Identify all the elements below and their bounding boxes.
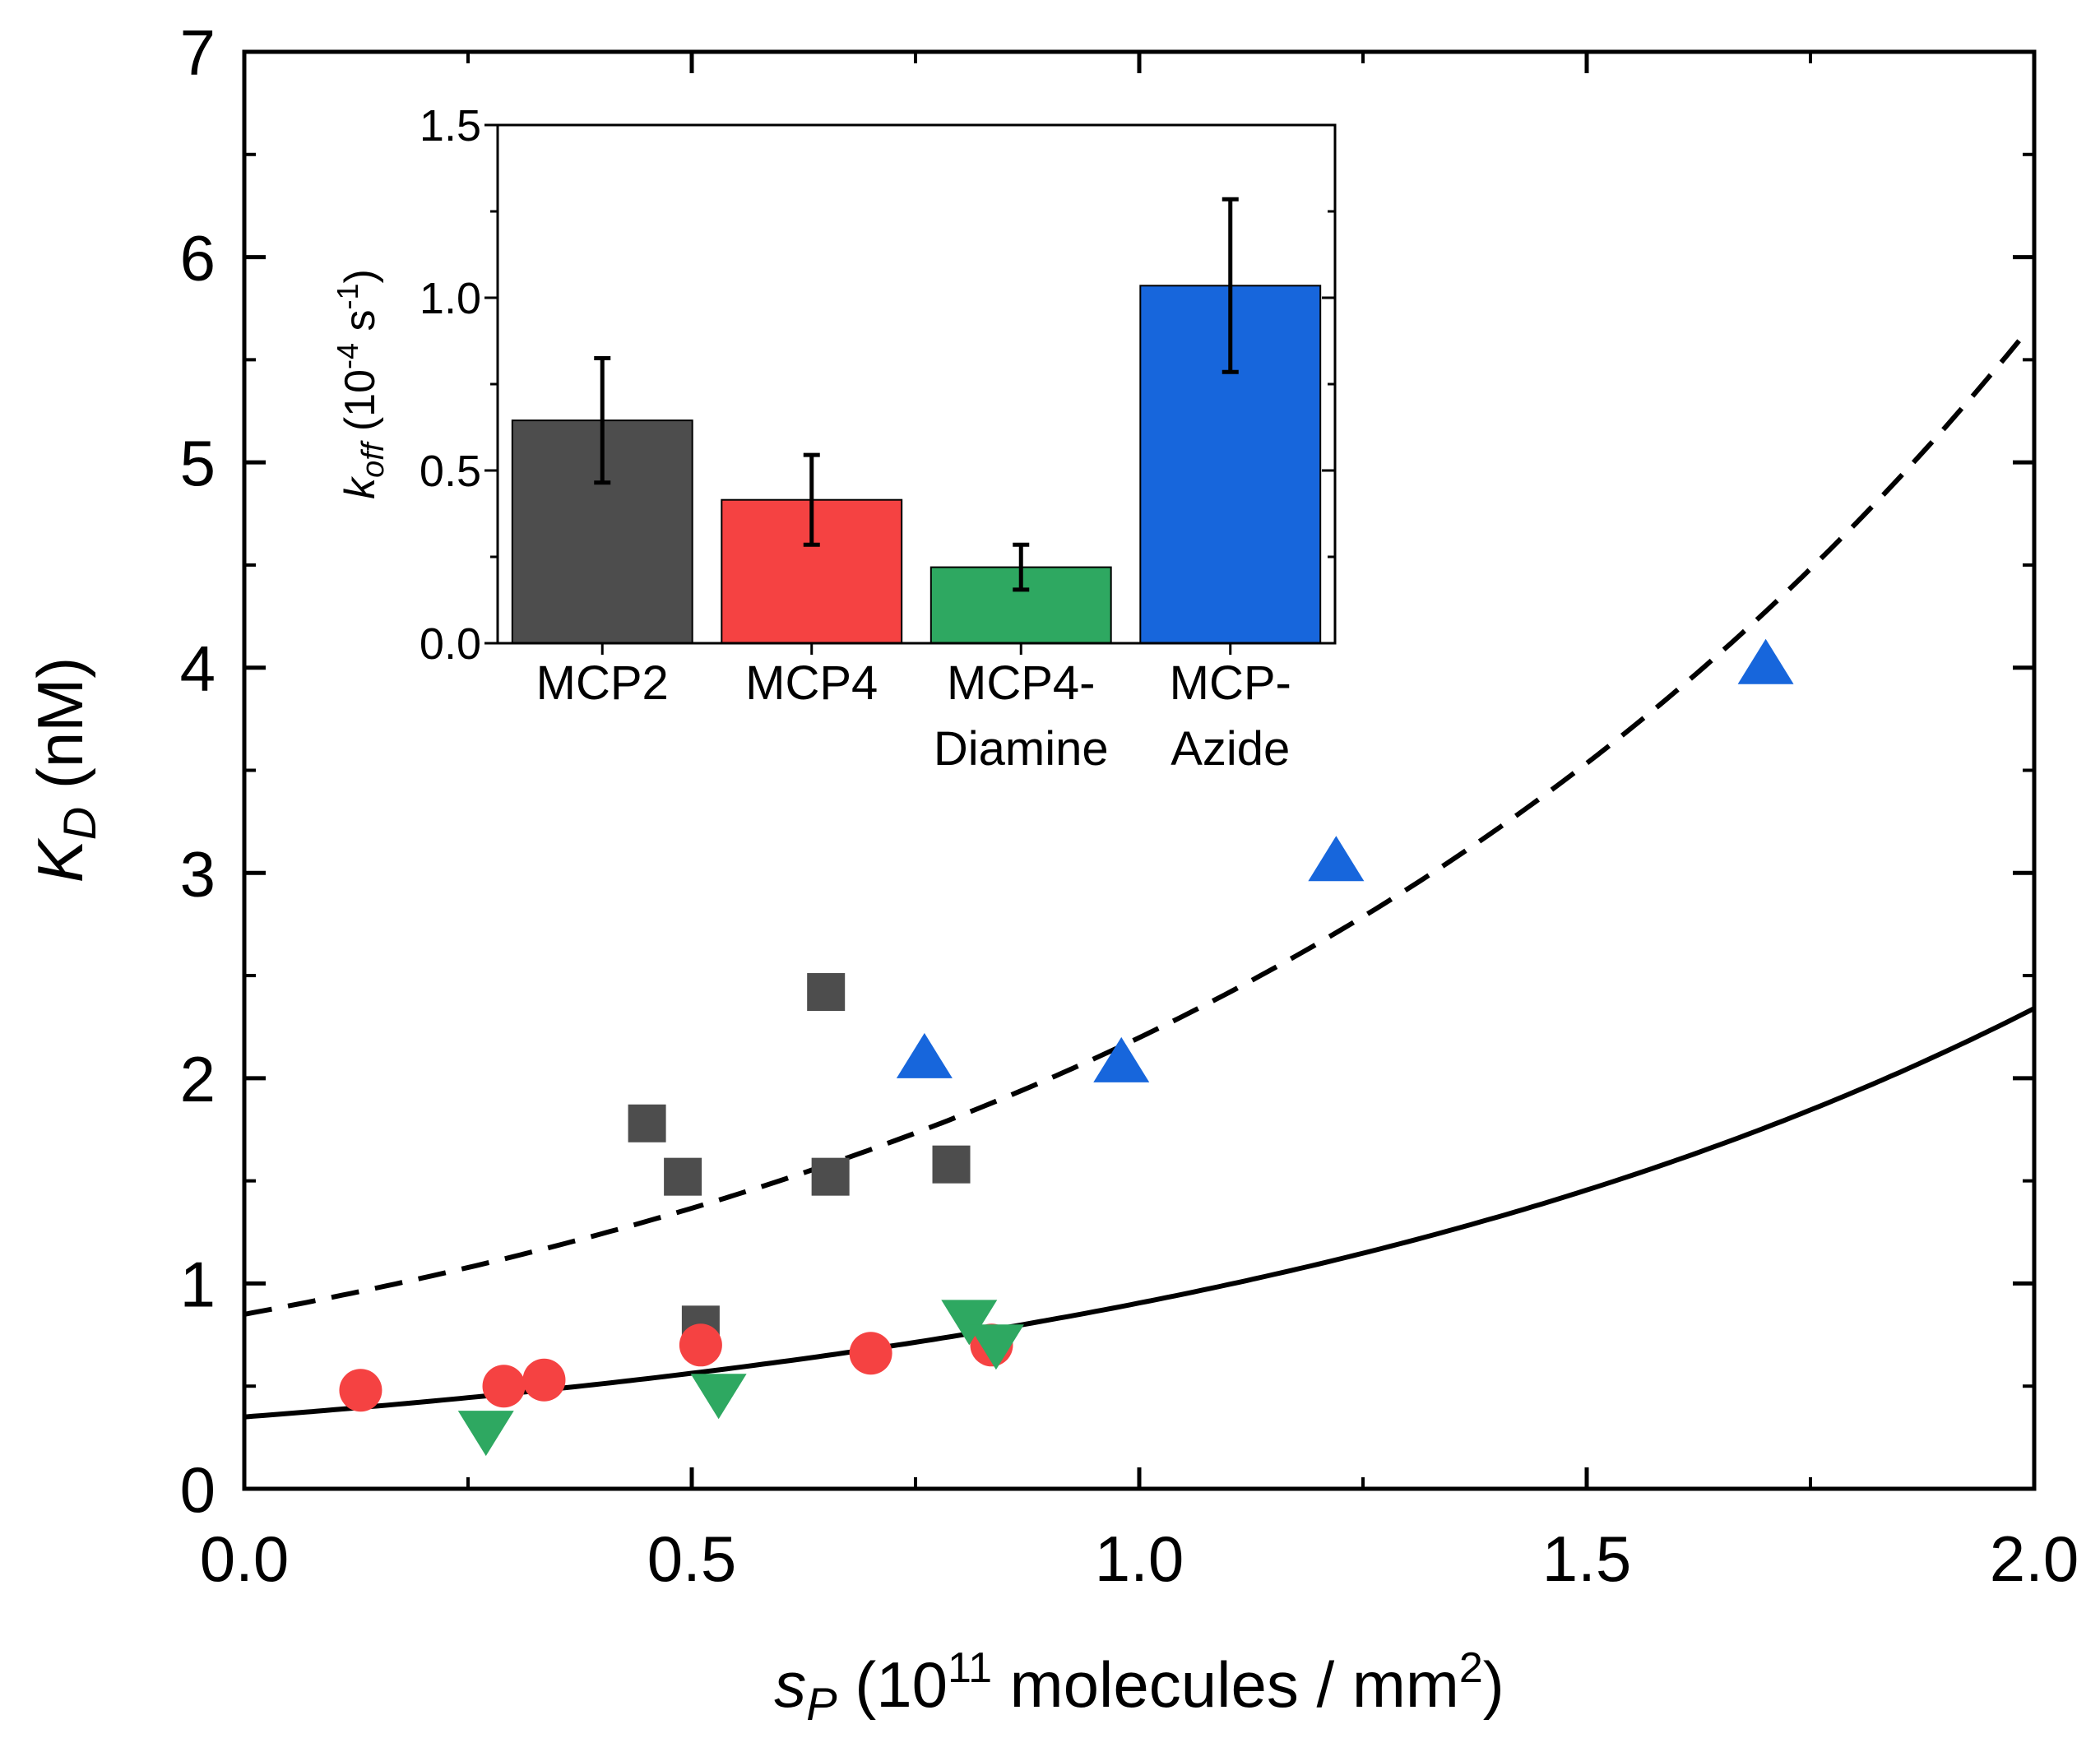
main-x-label-pre: (10 (837, 1648, 948, 1721)
mcp2-point (664, 1157, 702, 1196)
inset-y-tick-label: 1.0 (420, 274, 481, 323)
inset-y-label-sup2: -1 (331, 283, 364, 309)
mcp-azide-point (1737, 638, 1794, 684)
mcp4-point (482, 1365, 526, 1408)
mcp4-diamine-point (690, 1374, 747, 1420)
main-axis-ticks: 0.0 0.5 1.0 1.5 2.0 0 1 2 3 4 5 6 7 (180, 16, 2079, 1595)
inset-category-label: Diamine (934, 722, 1109, 776)
mcp4-point (679, 1323, 722, 1367)
y-tick-label: 3 (180, 837, 216, 910)
mcp4-point (522, 1358, 566, 1402)
inset-y-tick-label: 1.5 (420, 101, 481, 151)
inset-plot: MCP2 MCP4 MCP4- Diamine MCP- Azide 0.0 0.5 1.0 1.… (331, 101, 1337, 776)
y-tick-label: 4 (180, 633, 216, 705)
inset-y-label-close: ) (336, 269, 384, 283)
mcp2-point (932, 1145, 971, 1184)
inset-category-label: MCP- (1170, 656, 1291, 710)
main-x-label-var: s (774, 1648, 806, 1721)
inset-y-axis-label: koff (10-4 s-1) (331, 269, 391, 499)
inset-y-label-var: k (336, 475, 384, 499)
y-tick-label: 2 (180, 1043, 216, 1115)
inset-y-label-pre: (10 (336, 369, 384, 443)
y-tick-label: 5 (180, 427, 216, 499)
mcp-azide-point (896, 1032, 953, 1078)
inset-category-label: MCP2 (536, 656, 669, 710)
main-x-axis-label: sP (1011 molecules / mm2) (774, 1644, 1504, 1730)
inset-y-tick-label: 0.0 (420, 619, 481, 669)
inset-axis-ticks: MCP2 MCP4 MCP4- Diamine MCP- Azide 0.0 0.5 1.0 1.… (420, 101, 1335, 776)
main-x-label-sup: 11 (948, 1644, 992, 1692)
main-y-axis-label: KD (nM) (24, 657, 105, 883)
y-tick-label: 6 (180, 222, 216, 294)
x-tick-label: 1.5 (1542, 1522, 1631, 1595)
x-tick-label: 0.5 (647, 1522, 736, 1595)
mcp2-point (628, 1104, 666, 1142)
mcp4-diamine-point (457, 1411, 514, 1457)
y-tick-label: 0 (180, 1453, 216, 1526)
main-x-label-close: ) (1483, 1648, 1504, 1721)
main-x-label-sub: P (806, 1678, 837, 1730)
mcp4-point (339, 1369, 382, 1412)
mcp2-point (807, 973, 846, 1012)
mcp-azide-point (1093, 1036, 1150, 1082)
main-y-label-var: K (24, 837, 96, 883)
data-points (339, 638, 1794, 1457)
main-y-label-sub: D (53, 807, 105, 840)
inset-category-label: MCP4 (745, 656, 878, 710)
mcp4-diamine-point (967, 1324, 1024, 1370)
main-x-label-sup2: 2 (1459, 1644, 1483, 1692)
inset-y-tick-label: 0.5 (420, 447, 481, 496)
inset-y-label-sup: -4 (331, 343, 364, 369)
mcp-azide-point (1308, 836, 1365, 882)
mcp4-point (849, 1332, 892, 1375)
inset-y-label-sub: off (356, 440, 391, 478)
bar-3 (1139, 285, 1322, 644)
x-tick-label: 1.0 (1095, 1522, 1184, 1595)
inset-category-label: Azide (1171, 722, 1290, 776)
x-tick-label: 2.0 (1990, 1522, 2079, 1595)
inset-bars (511, 197, 1322, 645)
mcp2-point (811, 1157, 850, 1196)
fit-dashed-curve (243, 331, 2028, 1317)
inset-y-label-post: s (336, 310, 384, 343)
main-x-label-post: molecules / mm (992, 1648, 1459, 1721)
x-tick-label: 0.0 (200, 1522, 289, 1595)
mcp4-diamine-point (941, 1300, 998, 1346)
y-tick-label: 1 (180, 1248, 216, 1320)
main-y-label-unit: (nM) (24, 657, 96, 807)
inset-category-label: MCP4- (947, 656, 1095, 710)
y-tick-label: 7 (180, 16, 216, 89)
